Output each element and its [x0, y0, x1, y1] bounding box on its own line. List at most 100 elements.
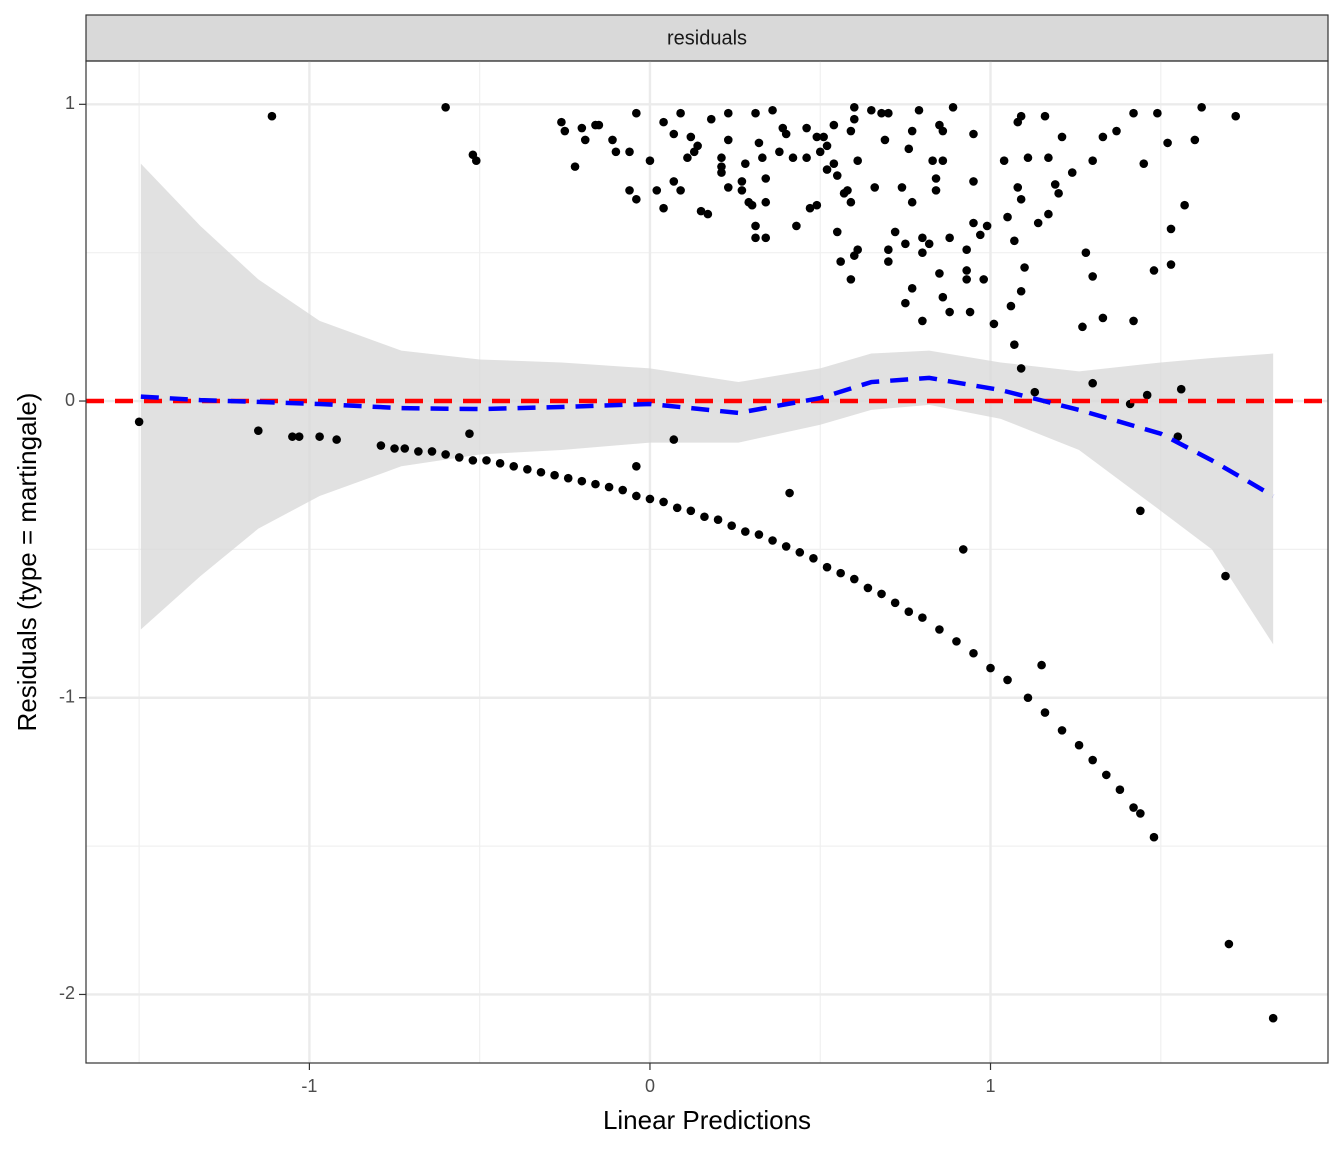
point — [761, 174, 771, 183]
point — [928, 156, 937, 165]
point — [577, 476, 587, 486]
point — [591, 479, 600, 489]
point — [822, 562, 832, 572]
point — [1054, 189, 1063, 198]
point — [441, 450, 450, 459]
point — [938, 156, 948, 165]
x-tick-label: 0 — [645, 1076, 655, 1096]
point — [1033, 218, 1043, 228]
point — [907, 126, 917, 136]
point — [918, 248, 927, 257]
point — [969, 648, 978, 658]
point — [672, 503, 682, 513]
point — [1003, 675, 1012, 685]
point — [849, 574, 859, 584]
point — [931, 174, 941, 183]
point — [1088, 755, 1097, 765]
confidence-band — [140, 163, 1274, 645]
point — [594, 120, 604, 130]
point — [563, 473, 573, 483]
point — [853, 156, 862, 165]
point — [969, 218, 978, 228]
point — [560, 126, 570, 136]
point — [625, 147, 634, 157]
point — [441, 102, 450, 112]
point — [754, 138, 764, 148]
plot-area — [86, 102, 1328, 1023]
point — [795, 548, 805, 557]
point — [713, 515, 723, 525]
point — [751, 108, 760, 118]
point — [918, 316, 927, 326]
point — [706, 114, 716, 124]
point — [846, 126, 856, 136]
point — [952, 637, 961, 646]
point — [1023, 693, 1033, 703]
point — [867, 105, 876, 115]
point — [390, 444, 399, 453]
point — [1016, 111, 1026, 121]
point — [890, 598, 900, 608]
point — [781, 542, 791, 551]
point — [1163, 138, 1172, 148]
point — [907, 283, 917, 293]
point — [805, 203, 815, 213]
point — [1040, 111, 1050, 121]
point — [332, 435, 341, 444]
point — [700, 512, 709, 522]
point — [802, 123, 811, 133]
point — [935, 269, 944, 278]
facet-strip — [85, 14, 1329, 62]
point — [846, 275, 856, 284]
point — [468, 456, 478, 465]
point — [1030, 387, 1040, 397]
point — [632, 194, 641, 204]
point — [509, 462, 519, 471]
point — [1221, 571, 1230, 581]
point — [1023, 153, 1033, 163]
point — [938, 126, 948, 136]
point — [853, 245, 862, 255]
point — [1166, 224, 1176, 234]
x-axis-title: Linear Predictions — [603, 1105, 811, 1135]
point — [495, 459, 505, 468]
point — [904, 607, 914, 616]
point — [696, 206, 706, 216]
point — [1010, 340, 1019, 349]
point — [945, 233, 954, 243]
point — [945, 307, 954, 317]
point — [686, 132, 696, 142]
point — [849, 102, 859, 112]
point — [761, 197, 771, 207]
point — [676, 186, 685, 195]
point — [717, 162, 726, 171]
point — [785, 488, 794, 498]
point — [822, 165, 832, 174]
point — [1088, 156, 1097, 165]
point — [832, 171, 842, 180]
point — [758, 153, 767, 163]
point — [1190, 135, 1200, 145]
point — [717, 153, 726, 163]
point — [741, 527, 750, 536]
point — [781, 129, 791, 139]
point — [608, 135, 617, 145]
point — [969, 177, 978, 186]
point — [901, 298, 910, 308]
point — [465, 429, 474, 438]
point — [550, 470, 559, 480]
point — [962, 266, 971, 275]
point — [904, 144, 914, 154]
point — [1088, 378, 1097, 388]
y-tick-label: 0 — [65, 390, 75, 410]
point — [890, 227, 900, 237]
point — [965, 307, 975, 317]
point — [747, 200, 757, 210]
point — [577, 123, 587, 133]
point — [1057, 726, 1067, 735]
point — [1112, 126, 1121, 136]
point — [948, 102, 958, 112]
point — [1101, 770, 1111, 780]
point — [924, 239, 934, 249]
